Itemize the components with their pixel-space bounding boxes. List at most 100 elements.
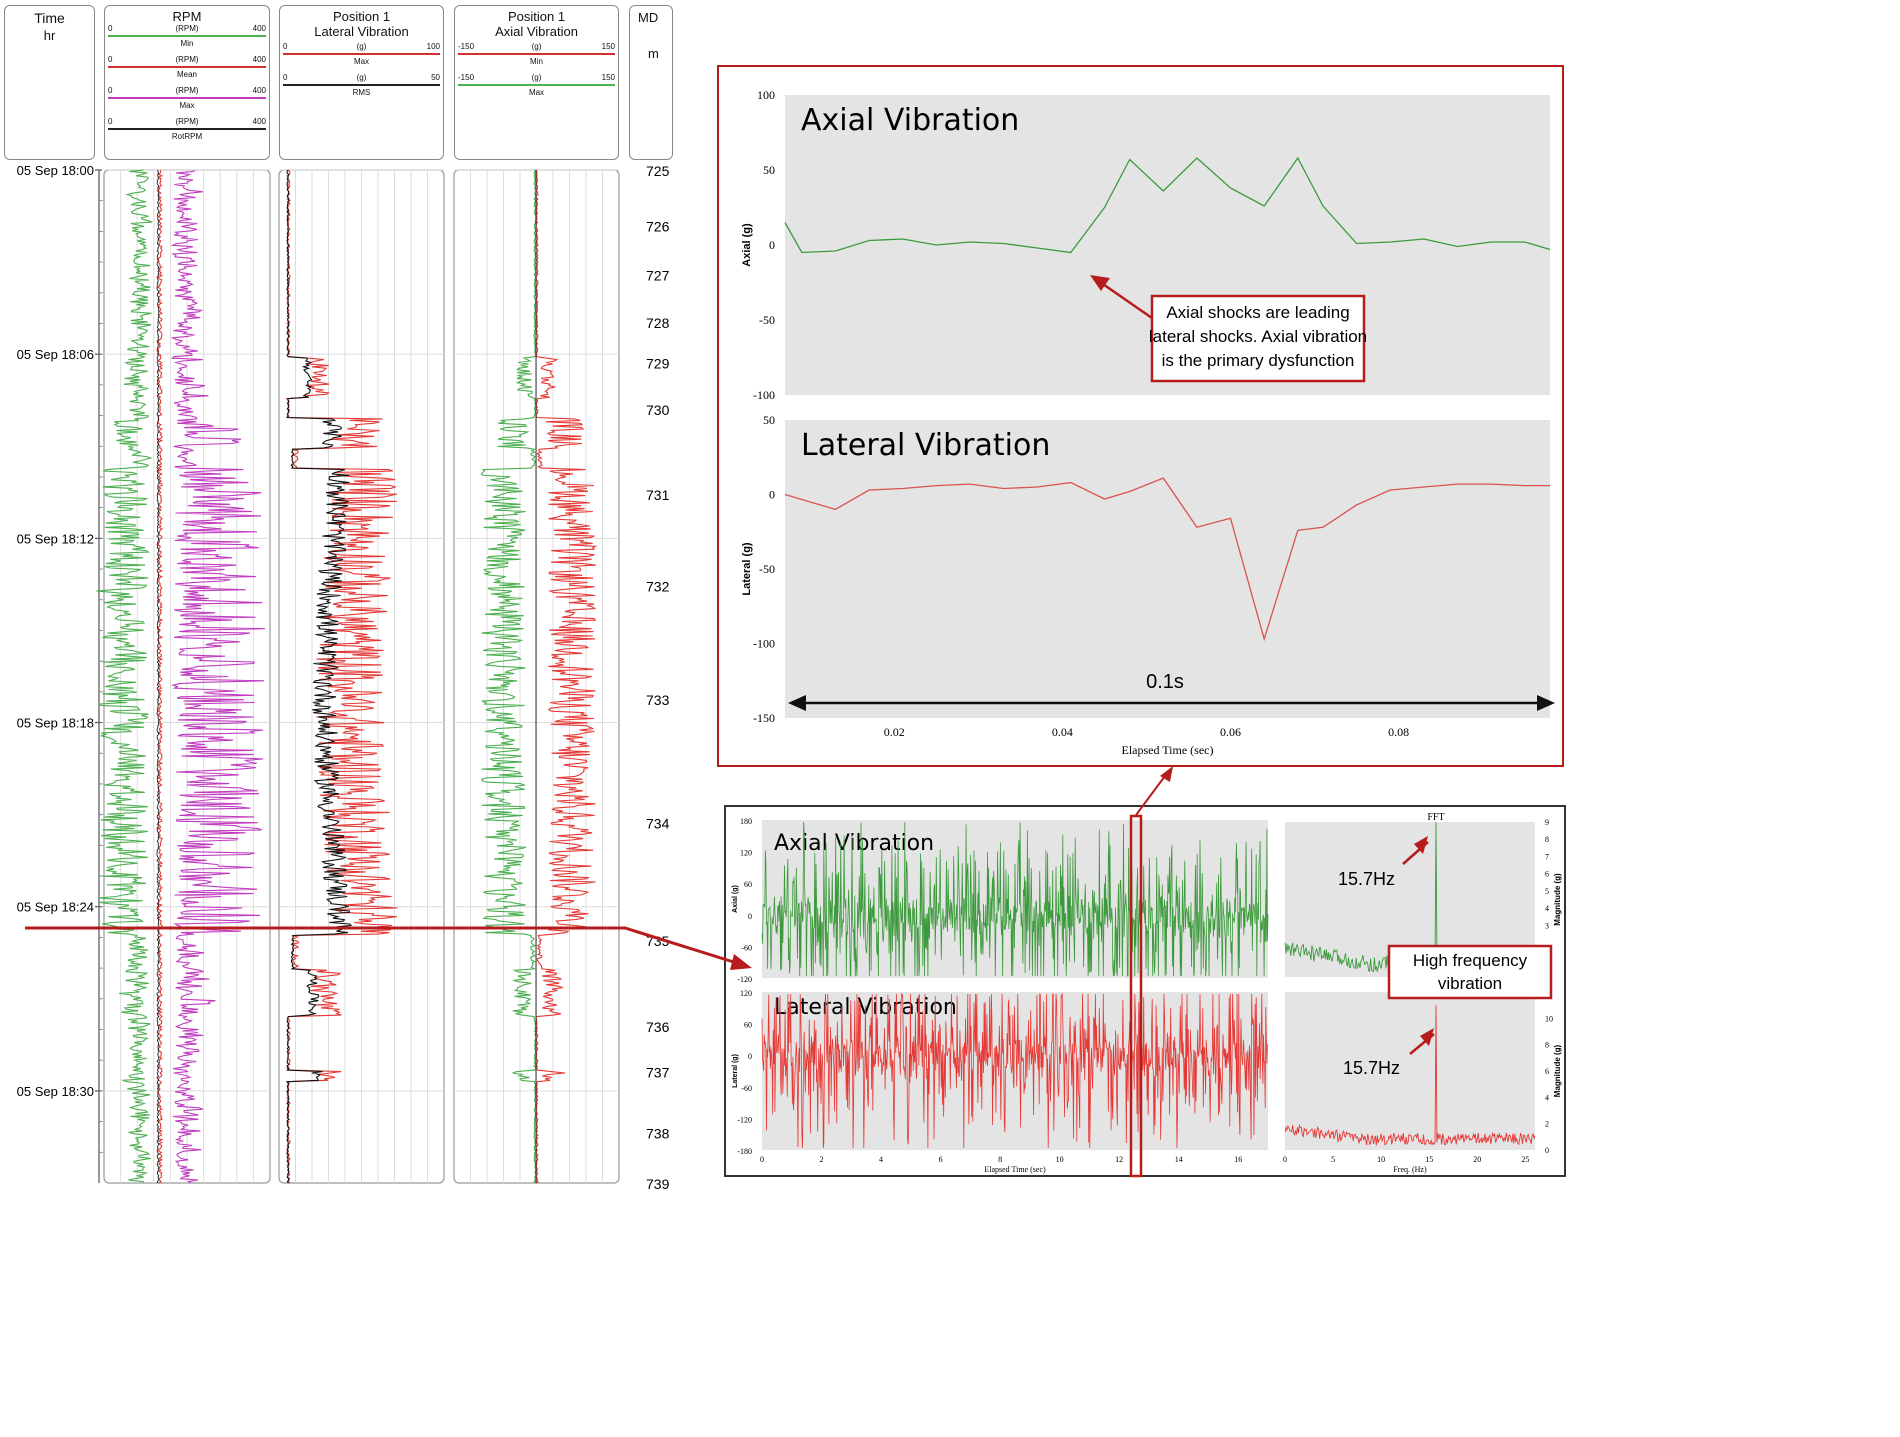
y-tick-label: 180: [740, 817, 752, 826]
lateral-rms-trace: [285, 169, 353, 1184]
depth-marker: [25, 926, 752, 970]
md-label: 734: [646, 815, 670, 831]
md-label: 730: [646, 402, 670, 418]
scale-unit: (g): [531, 73, 542, 82]
overview-lateral-trace: [761, 992, 1269, 1149]
fft-x-tick: 15: [1425, 1155, 1433, 1164]
y-tick-label: -50: [759, 313, 775, 327]
peak-arrow-head: [1414, 836, 1428, 854]
fft-y-tick: 8: [1545, 1041, 1549, 1050]
scale-row: 0 (RPM) 400 Max: [108, 86, 266, 116]
y-tick-label: -100: [753, 388, 775, 402]
y-tick-label: -150: [753, 711, 775, 725]
scale-unit: (RPM): [175, 55, 199, 64]
scale-row: 0 (RPM) 400 Mean: [108, 55, 266, 85]
y-tick-label: -60: [741, 1084, 752, 1093]
note-line: Axial shocks are leading: [1166, 303, 1349, 322]
axial-zoom-line: [784, 156, 1551, 254]
x-tick-label: 0: [760, 1155, 764, 1164]
fft-y-tick: 5: [1545, 887, 1549, 896]
fft-y-tick: 10: [1545, 1014, 1553, 1023]
scale-max: 400: [252, 55, 266, 64]
y-tick-label: 0: [748, 912, 752, 921]
scale-max: 150: [601, 42, 615, 51]
scale-line: [108, 97, 266, 99]
y-tick-label: 0: [769, 488, 775, 502]
scale-max: 400: [252, 86, 266, 95]
scale-min: 0: [108, 55, 113, 64]
y-tick-label: -100: [753, 637, 775, 651]
y-tick-label: -180: [737, 1147, 752, 1156]
x-tick-label: 0.06: [1220, 725, 1241, 739]
scale-name: RMS: [352, 88, 371, 97]
fft-y-tick: 9: [1545, 818, 1549, 827]
scale-min: 0: [283, 73, 288, 82]
scale-row: -150 (g) 150 Min: [458, 42, 615, 72]
md-label: 732: [646, 578, 670, 594]
axial-zoom-panel: 100 50 0 -50 -100 Axial (g) Axial Vibration: [741, 88, 1551, 402]
y-axis-label: Lateral (g): [741, 542, 753, 596]
scale-line: [108, 128, 266, 130]
fft-y-tick: 6: [1545, 870, 1549, 879]
y-tick-label: -60: [741, 943, 752, 952]
fft-y-tick: 3: [1545, 921, 1549, 930]
fft-y-tick: 4: [1545, 1093, 1549, 1102]
peak-annotation-lateral: 15.7Hz: [1343, 1028, 1435, 1078]
scale-name: Mean: [176, 70, 197, 79]
high-frequency-note: High frequency vibration: [1387, 944, 1553, 1000]
scale-min: -150: [458, 73, 475, 82]
scale-line: [108, 35, 266, 37]
time-tick-label: 05 Sep 18:00: [17, 163, 94, 178]
y-axis-label: Lateral (g): [732, 1054, 739, 1088]
md-label: 737: [646, 1065, 670, 1081]
x-tick-label: 14: [1175, 1155, 1183, 1164]
y-tick-label: -50: [759, 562, 775, 576]
fft-x-tick: 25: [1521, 1155, 1529, 1164]
scale-unit: (RPM): [175, 86, 199, 95]
time-header-title: Time: [34, 10, 65, 26]
md-label: 738: [646, 1125, 670, 1141]
md-header-title: MD: [638, 10, 659, 25]
rpm-min-trace: [96, 169, 153, 1183]
scale-unit: (RPM): [175, 24, 199, 33]
time-header-unit: hr: [43, 28, 56, 43]
panel-title: Lateral Vibration: [801, 428, 1050, 463]
duration-label: 0.1s: [1146, 671, 1184, 693]
x-tick-label: 0.04: [1052, 725, 1073, 739]
track-title: RPM: [172, 9, 202, 24]
scale-line: [108, 66, 266, 68]
md-header: MD m: [629, 5, 673, 160]
x-tick-label: 4: [879, 1155, 883, 1164]
scale-max: 150: [601, 73, 615, 82]
y-tick-label: 120: [740, 989, 752, 998]
y-tick-label: 60: [744, 880, 752, 889]
track-title: Position 1: [332, 9, 391, 24]
fft-x-label: Freq. (Hz): [1393, 1165, 1427, 1174]
note-arrow-line: [1099, 280, 1153, 320]
x-tick-label: 0.08: [1388, 725, 1409, 739]
scale-line: [283, 53, 440, 55]
y-tick-label: 120: [740, 849, 752, 858]
fft-y-tick: 7: [1545, 852, 1549, 861]
lateral-zoom-panel: 50 0 -50 -100 -150 0.02 0.04 0.06 0.08 Elapsed Ti…: [741, 413, 1550, 757]
fft-x-tick: 20: [1473, 1155, 1481, 1164]
x-axis-label: Elapsed Time (sec): [1122, 743, 1214, 757]
y-tick-label: 50: [763, 413, 775, 427]
fft-y-tick: 0: [1545, 1146, 1549, 1155]
scale-min: 0: [108, 24, 113, 33]
md-label: 733: [646, 692, 670, 708]
x-tick-label: 8: [998, 1155, 1002, 1164]
axial-shock-note: Axial shocks are leading lateral shocks. …: [1090, 275, 1367, 383]
scale-max: 50: [431, 73, 440, 82]
depth-marker-line: [25, 926, 741, 966]
scale-unit: (g): [356, 73, 367, 82]
y-tick-label: 60: [744, 1021, 752, 1030]
fft-x-tick: 10: [1377, 1155, 1385, 1164]
md-label: 739: [646, 1176, 670, 1192]
panel-title: Axial Vibration: [801, 103, 1019, 138]
md-header-unit: m: [648, 46, 659, 61]
y-tick-label: 50: [763, 163, 775, 177]
hf-note-box: [1387, 944, 1553, 1000]
